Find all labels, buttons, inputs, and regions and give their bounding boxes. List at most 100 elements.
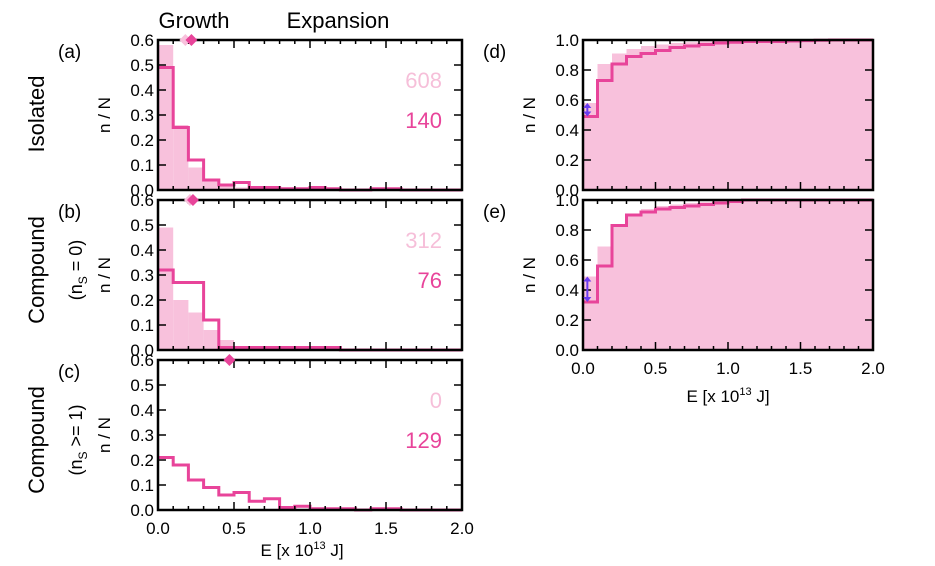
growth-bar <box>713 201 728 350</box>
difference-arrow-head-down <box>583 111 592 117</box>
y-tick-label: 0.4 <box>130 401 154 420</box>
y-tick-label: 0.0 <box>555 341 579 360</box>
y-tick-label: 0.1 <box>130 476 154 495</box>
row-label-compound-0: Compound (nS = 0) <box>24 216 90 324</box>
difference-arrow-head-up <box>583 276 592 282</box>
growth-bar <box>829 40 844 190</box>
y-axis-label: n / N <box>95 97 114 133</box>
panel-label: (b) <box>58 202 81 223</box>
panel-a: 0.0 0.1 0.2 0.3 0.4 0.5 0.6 n / N (a) 608 140 <box>58 31 464 200</box>
legend-growth: Growth <box>159 8 230 33</box>
growth-bar <box>670 43 685 190</box>
growth-bar <box>583 276 598 350</box>
legend-expansion: Expansion <box>287 8 390 33</box>
growth-bar <box>858 200 873 350</box>
x-tick-label: 0.5 <box>644 359 668 378</box>
x-tick-label: 1.5 <box>789 359 813 378</box>
y-tick-label: 0.5 <box>130 56 154 75</box>
row-label-compound-1-line2: (nS >= 1) <box>66 404 90 475</box>
growth-bar <box>203 180 219 190</box>
panel-frame <box>156 198 464 352</box>
growth-bar <box>188 312 204 350</box>
y-tick-label: 0.3 <box>130 426 154 445</box>
row-label-compound-0-line1: Compound <box>24 216 49 324</box>
x-tick-label: 1.0 <box>298 519 322 538</box>
growth-bar <box>829 200 844 350</box>
y-axis-label: n / N <box>520 97 539 133</box>
growth-bar <box>786 40 801 190</box>
y-tick-label: 0.4 <box>555 121 579 140</box>
y-tick-label: 1.0 <box>555 191 579 210</box>
y-tick-label: 0.2 <box>555 151 579 170</box>
y-axis-label: n / N <box>520 257 539 293</box>
y-tick-label: 0.5 <box>130 376 154 395</box>
x-tick-label: 1.0 <box>716 359 740 378</box>
y-tick-label: 0.8 <box>555 61 579 80</box>
y-tick-label: 0.6 <box>130 31 154 50</box>
x-tick-label: 0.5 <box>222 519 246 538</box>
expansion-median-marker <box>185 34 198 46</box>
growth-bar <box>597 246 612 350</box>
growth-bar <box>583 103 598 190</box>
growth-bar <box>641 209 656 350</box>
growth-bar <box>757 40 772 190</box>
growth-bar <box>158 227 174 350</box>
panel-c: 0.0 0.1 0.2 0.3 0.4 0.5 0.6 0.0 0.5 1.0 1.5 2.0 n / … <box>58 351 474 538</box>
growth-bar <box>641 46 656 190</box>
growth-bar <box>742 40 757 190</box>
expansion-median-marker <box>223 354 236 366</box>
y-tick-label: 0.6 <box>130 351 154 370</box>
growth-bar <box>844 40 859 190</box>
panel-e: 0.0 0.2 0.4 0.6 0.8 1.0 0.0 0.5 1.0 1.5 2.0 n / N (e… <box>483 191 885 378</box>
y-tick-label: 0.2 <box>130 451 154 470</box>
y-tick-label: 0.1 <box>130 316 154 335</box>
y-axis-label: n / N <box>95 257 114 293</box>
growth-bar <box>597 64 612 190</box>
y-tick-label: 0.2 <box>130 131 154 150</box>
expansion-count: 129 <box>405 428 442 453</box>
expansion-count: 140 <box>405 108 442 133</box>
growth-bar <box>612 224 627 350</box>
difference-arrow-head-down <box>583 297 592 302</box>
growth-bar <box>858 40 873 190</box>
growth-bar <box>655 44 670 190</box>
y-tick-label: 0.0 <box>555 181 579 200</box>
y-tick-label: 0.6 <box>555 91 579 110</box>
panel-label: (a) <box>58 42 81 63</box>
panel-label: (e) <box>483 202 506 223</box>
growth-bar <box>713 41 728 190</box>
growth-bar <box>815 40 830 190</box>
y-tick-label: 0.6 <box>130 191 154 210</box>
growth-bar <box>844 200 859 350</box>
growth-bar <box>815 200 830 350</box>
growth-count: 312 <box>405 228 442 253</box>
growth-bar <box>699 41 714 190</box>
y-tick-label: 0.4 <box>555 281 579 300</box>
row-label-isolated-text: Isolated <box>24 75 49 152</box>
growth-bar <box>203 330 219 350</box>
growth-bar <box>699 202 714 350</box>
difference-arrow-head-up <box>583 103 592 108</box>
growth-bar <box>626 213 641 350</box>
y-tick-label: 0.0 <box>130 501 154 520</box>
y-tick-label: 0.3 <box>130 266 154 285</box>
growth-count: 0 <box>430 388 442 413</box>
y-tick-label: 0.6 <box>555 251 579 270</box>
panel-label: (d) <box>483 42 506 63</box>
growth-bar <box>771 200 786 350</box>
x-tick-label: 0.0 <box>146 519 170 538</box>
growth-bar <box>612 53 627 190</box>
panel-b: 0.0 0.1 0.2 0.3 0.4 0.5 0.6 n / N (b) 312 76 <box>58 191 464 360</box>
growth-bar <box>728 200 743 350</box>
panel-d: 0.0 0.2 0.4 0.6 0.8 1.0 n / N (d) <box>483 31 875 200</box>
growth-bar <box>158 45 174 190</box>
panel-label: (c) <box>58 362 80 383</box>
y-tick-label: 0.8 <box>555 221 579 240</box>
row-label-compound-1-line1: Compound <box>24 386 49 494</box>
y-tick-label: 0.4 <box>130 81 154 100</box>
row-label-isolated: Isolated <box>24 75 49 152</box>
growth-bar <box>800 40 815 190</box>
growth-bar <box>173 300 189 350</box>
growth-bar <box>218 340 234 350</box>
